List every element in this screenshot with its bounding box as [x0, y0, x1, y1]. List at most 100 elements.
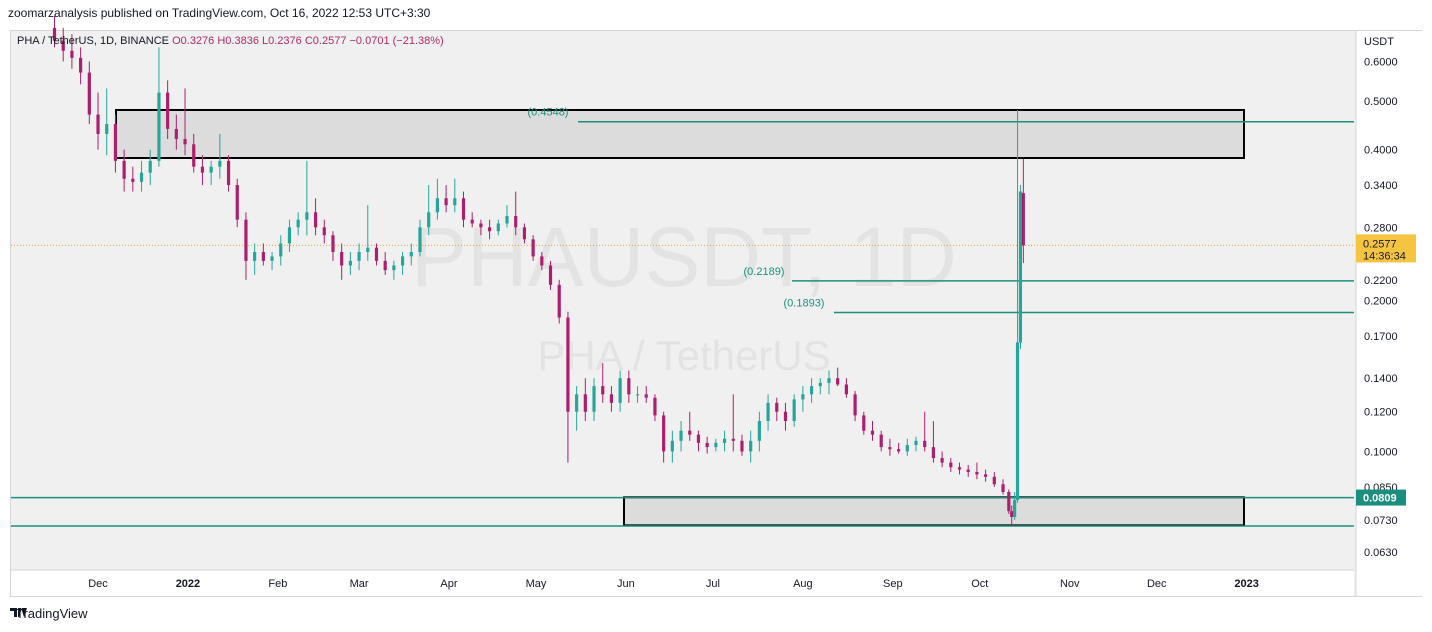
candle-body	[696, 434, 701, 443]
brand-label[interactable]: TradingView	[16, 606, 88, 621]
candle-body	[157, 92, 161, 161]
candle-body	[235, 185, 239, 220]
zone-box	[115, 108, 1245, 159]
y-tick-label: 0.1400	[1364, 373, 1398, 385]
candle-body	[244, 219, 248, 261]
candle-body	[166, 92, 170, 129]
candle-body	[992, 476, 996, 485]
candle-body	[662, 415, 666, 452]
time-axis	[11, 570, 1354, 596]
candle-body	[470, 219, 474, 224]
y-tick-label: 0.3400	[1364, 180, 1398, 192]
candle-body	[348, 260, 352, 266]
low-value: L0.2376	[262, 35, 302, 47]
x-tick-label: May	[526, 578, 547, 590]
candle-body	[96, 114, 100, 134]
candle-body	[488, 227, 492, 232]
candle-body	[383, 260, 387, 271]
candle-body	[418, 227, 422, 252]
candle-body	[296, 219, 300, 228]
y-tick-label: 0.1700	[1364, 331, 1398, 343]
y-tick-label: 0.1200	[1364, 407, 1398, 419]
candle-body	[409, 251, 413, 257]
candle-body	[984, 474, 988, 477]
watermark-name: PHA / TetherUS	[537, 332, 830, 379]
open-value: O0.3276	[172, 35, 215, 47]
candle-body	[374, 247, 379, 261]
level-label: (0.1893)	[784, 298, 825, 310]
candle-body	[731, 438, 735, 441]
y-tick-label: 0.6000	[1364, 56, 1398, 68]
watermark-symbol: PHAUSDT, 1D	[411, 210, 957, 304]
candle-body	[427, 212, 431, 228]
x-tick-label: Dec	[1147, 578, 1167, 590]
candle-body	[862, 415, 866, 431]
candle-body	[305, 212, 309, 220]
candle-body	[609, 394, 614, 403]
candle-body	[200, 166, 205, 173]
candle-body	[818, 382, 822, 387]
candle-body	[1007, 491, 1011, 512]
candle-body	[888, 447, 892, 450]
zone-box	[623, 496, 1245, 527]
candle-body	[313, 212, 318, 228]
candle-body	[548, 265, 553, 285]
candle-body	[479, 223, 483, 228]
candle-body	[949, 462, 953, 468]
candle-body	[792, 399, 796, 422]
candle-body	[644, 394, 648, 398]
candle-body	[174, 128, 178, 140]
candle-body	[209, 166, 213, 173]
candle-body	[705, 442, 709, 448]
x-tick-label: Feb	[268, 578, 287, 590]
x-tick-label: Mar	[350, 578, 369, 590]
y-tick-label: 0.5000	[1364, 96, 1398, 108]
x-tick-label: Dec	[88, 578, 108, 590]
y-tick-label: 0.2000	[1364, 296, 1398, 308]
candle-body	[627, 378, 631, 395]
price-axis	[1356, 31, 1422, 596]
candle-body	[392, 265, 396, 271]
x-tick-label: Apr	[440, 578, 457, 590]
candle-body	[836, 378, 840, 385]
candle-body	[583, 394, 587, 412]
x-tick-label: 2022	[176, 578, 200, 590]
candle-body	[279, 243, 283, 257]
candle-body	[914, 440, 918, 445]
y-tick-label: 0.4000	[1364, 145, 1398, 157]
x-tick-label: Aug	[793, 578, 813, 590]
candle-body	[70, 50, 74, 58]
candle-body	[1010, 511, 1014, 517]
footer: TradingView	[10, 606, 88, 621]
y-tick-label: 0.0630	[1364, 547, 1398, 559]
candle-body	[592, 386, 596, 412]
level-label: (0.4548)	[528, 107, 569, 119]
candle-body	[340, 251, 344, 266]
candle-body	[757, 421, 761, 441]
candle-body	[722, 438, 727, 443]
candle-body	[896, 449, 901, 452]
candle-body	[566, 317, 570, 412]
candle-body	[192, 144, 196, 167]
candle-body	[1015, 342, 1020, 501]
candle-body	[931, 447, 936, 459]
last-price-value: 0.2577	[1363, 238, 1397, 250]
candle-body	[514, 215, 518, 228]
close-value: C0.2577	[304, 35, 347, 47]
candle-body	[975, 471, 979, 475]
candle-body	[1013, 500, 1017, 517]
x-tick-label: Oct	[971, 578, 988, 590]
candle-body	[957, 467, 962, 470]
candle-body	[366, 247, 370, 252]
publish-caption: zoomarzanalysis published on TradingView…	[8, 6, 431, 20]
candle-body	[1001, 484, 1005, 492]
y-axis-unit: USDT	[1364, 36, 1394, 48]
symbol-label[interactable]: PHA / TetherUS, 1D, BINANCE	[17, 35, 170, 47]
candle-body	[444, 198, 448, 206]
candle-body	[322, 227, 326, 236]
candle-body	[148, 160, 152, 173]
candle-body	[557, 284, 561, 318]
candle-body	[540, 256, 544, 266]
countdown-value: 14:36:34	[1363, 250, 1406, 262]
